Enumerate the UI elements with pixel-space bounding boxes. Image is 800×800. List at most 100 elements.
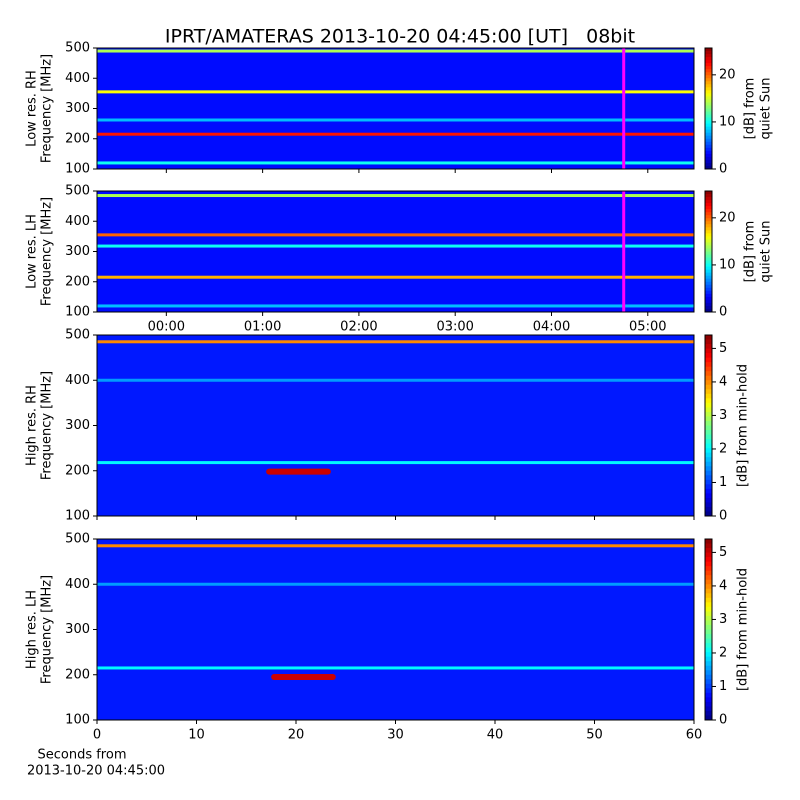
colorbar-tick-label: 2 — [719, 645, 727, 660]
x-tick-label: 02:00 — [340, 320, 377, 335]
colorbar-step — [705, 224, 712, 228]
y-tick-label: 500 — [65, 41, 90, 56]
colorbar-step — [705, 511, 712, 517]
y-axis-label: Low res. RH — [25, 70, 40, 147]
colorbar-step — [705, 254, 712, 259]
colorbar-step — [705, 470, 712, 476]
colorbar-step — [705, 117, 712, 122]
x-tick-label: 30 — [387, 728, 404, 743]
colorbar-step — [705, 638, 712, 644]
colorbar-step — [705, 236, 712, 240]
colorbar-step — [705, 665, 712, 671]
colorbar-step — [705, 114, 712, 119]
colorbar-step — [705, 90, 712, 94]
emission-band — [97, 378, 694, 382]
colorbar-step — [705, 611, 712, 617]
y-tick-label: 200 — [65, 274, 90, 289]
colorbar-step — [705, 402, 712, 408]
burst — [266, 468, 331, 475]
colorbar-step — [705, 615, 712, 621]
y-tick-label: 200 — [65, 131, 90, 146]
colorbar-step — [705, 448, 712, 454]
colorbar-step — [705, 493, 712, 499]
colorbar-step — [705, 692, 712, 698]
colorbar-step — [705, 506, 712, 512]
x-tick-label: 05:00 — [629, 320, 666, 335]
colorbar-step — [705, 679, 712, 685]
figure-title: IPRT/AMATERAS 2013-10-20 04:45:00 [UT] 0… — [165, 26, 635, 48]
colorbar-step — [705, 710, 712, 716]
colorbar-tick-label: 1 — [719, 679, 727, 694]
colorbar-step — [705, 263, 712, 268]
colorbar-label: quiet Sun — [759, 220, 774, 282]
colorbar-step — [705, 269, 712, 274]
y-tick-label: 300 — [65, 244, 90, 259]
y-tick-label: 300 — [65, 622, 90, 637]
colorbar-step — [705, 257, 712, 262]
colorbar-step — [705, 218, 712, 222]
colorbar-step — [705, 302, 712, 307]
colorbar-step — [705, 398, 712, 404]
colorbar-step — [705, 206, 712, 210]
colorbar-step — [705, 439, 712, 445]
colorbar-step — [705, 701, 712, 707]
emission-band — [97, 544, 694, 548]
colorbar-step — [705, 570, 712, 576]
colorbar-step — [705, 389, 712, 395]
colorbar-step — [705, 272, 712, 277]
x-axis-label: Seconds from — [37, 748, 126, 763]
colorbar-step — [705, 579, 712, 585]
colorbar-step — [705, 380, 712, 386]
colorbar-step — [705, 296, 712, 301]
colorbar-step — [705, 715, 712, 721]
colorbar-step — [705, 138, 712, 143]
colorbar-step — [705, 375, 712, 381]
colorbar-step — [705, 502, 712, 508]
emission-band — [97, 194, 694, 198]
y-tick-label: 400 — [65, 373, 90, 388]
colorbar-label: quiet Sun — [759, 77, 774, 139]
y-tick-label: 200 — [65, 463, 90, 478]
colorbar-step — [705, 156, 712, 161]
colorbar-step — [705, 575, 712, 581]
y-tick-label: 100 — [65, 713, 90, 728]
colorbar-label: [dB] from min-hold — [736, 364, 751, 487]
colorbar-step — [705, 275, 712, 280]
colorbar-step — [705, 452, 712, 458]
colorbar-label: [dB] from — [743, 78, 758, 140]
colorbar-step — [705, 484, 712, 490]
colorbar-step — [705, 144, 712, 149]
colorbar-step — [705, 475, 712, 481]
colorbar-step — [705, 561, 712, 567]
colorbar-tick-label: 10 — [719, 257, 736, 272]
colorbar-step — [705, 697, 712, 703]
colorbar-step — [705, 123, 712, 128]
colorbar-step — [705, 96, 712, 100]
colorbar-step — [705, 602, 712, 608]
colorbar-step — [705, 194, 712, 198]
colorbar-label: [dB] from — [743, 221, 758, 283]
colorbar-step — [705, 242, 712, 246]
colorbar-step — [705, 293, 712, 298]
colorbar-step — [705, 57, 712, 61]
colorbar-step — [705, 643, 712, 649]
colorbar-step — [705, 411, 712, 417]
colorbar-step — [705, 584, 712, 590]
colorbar-tick-label: 4 — [719, 374, 727, 389]
colorbar-step — [705, 416, 712, 422]
colorbar-step — [705, 557, 712, 563]
colorbar-step — [705, 281, 712, 286]
y-axis-label: High res. LH — [25, 590, 40, 669]
x-axis-label: 2013-10-20 04:45:00 — [27, 764, 165, 779]
colorbar-step — [705, 290, 712, 295]
colorbar-step — [705, 393, 712, 399]
colorbar-step — [705, 75, 712, 79]
colorbar-step — [705, 129, 712, 134]
colorbar-step — [705, 260, 712, 265]
colorbar-step — [705, 162, 712, 167]
colorbar-step — [705, 479, 712, 485]
colorbar-step — [705, 99, 712, 103]
colorbar-step — [705, 362, 712, 368]
colorbar-frame — [704, 47, 713, 170]
emission-band — [97, 132, 694, 136]
